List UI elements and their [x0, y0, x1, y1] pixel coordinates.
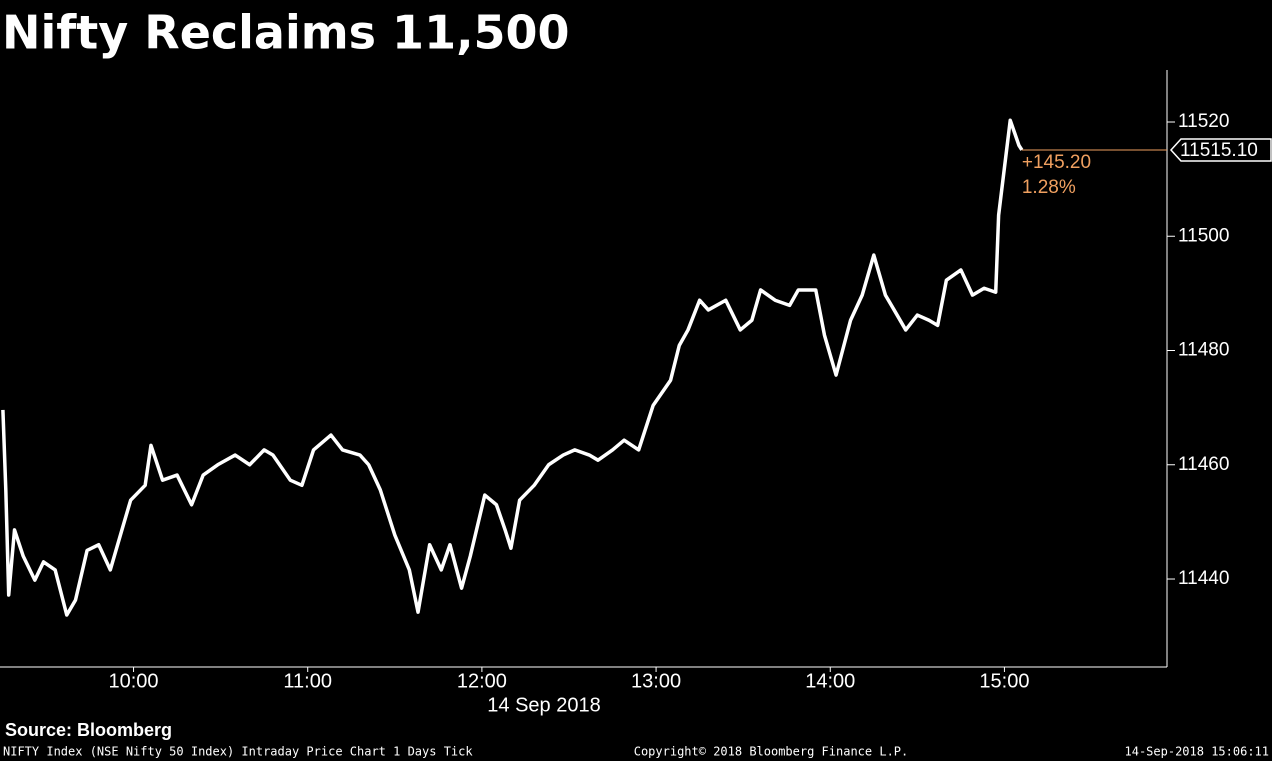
- y-tick-label: 11460: [1178, 454, 1229, 475]
- source: Source: Bloomberg: [5, 720, 172, 740]
- x-tick-label: 11:00: [283, 670, 332, 692]
- footer-center: Copyright© 2018 Bloomberg Finance L.P.: [634, 745, 909, 759]
- last-price-label: 11515.10: [1180, 140, 1258, 161]
- y-tick-label: 11520: [1178, 111, 1229, 132]
- y-tick-label: 11500: [1178, 225, 1229, 246]
- x-tick-label: 10:00: [109, 670, 159, 692]
- last-price-box: [1169, 138, 1272, 162]
- x-tick-label: 15:00: [979, 670, 1029, 692]
- y-tick-label: 11440: [1178, 568, 1229, 589]
- y-tick-label: 11480: [1178, 340, 1229, 361]
- price-line: [1, 118, 1024, 617]
- change-pct-label: 1.28%: [1022, 177, 1076, 198]
- x-tick-label: 12:00: [457, 670, 507, 692]
- footer-right: 14-Sep-2018 15:06:11: [1125, 745, 1270, 759]
- change-label: +145.20: [1022, 152, 1091, 173]
- footer-left: NIFTY Index (NSE Nifty 50 Index) Intrada…: [3, 745, 473, 759]
- x-tick-label: 14:00: [805, 670, 855, 692]
- chart-title: Nifty Reclaims 11,500: [2, 6, 570, 60]
- x-axis-label: 14 Sep 2018: [487, 694, 600, 716]
- x-tick-label: 13:00: [631, 670, 681, 692]
